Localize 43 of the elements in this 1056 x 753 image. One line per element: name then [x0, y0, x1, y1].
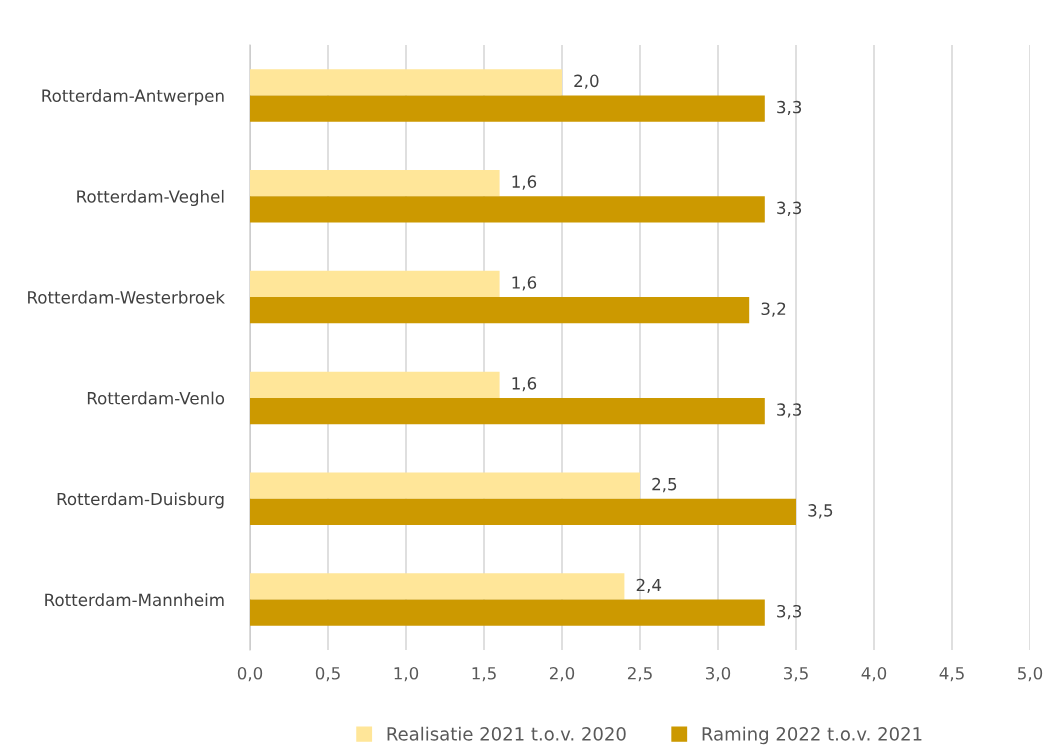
x-tick-label: 2,5 — [627, 666, 652, 682]
data-label: 3,2 — [761, 302, 786, 317]
x-tick-label: 0,5 — [315, 666, 340, 682]
bar — [250, 599, 765, 626]
data-label: 1,6 — [512, 175, 537, 190]
data-label: 1,6 — [512, 377, 537, 392]
y-tick-label: Rotterdam-Mannheim — [45, 593, 224, 607]
x-tick-label: 0,0 — [237, 666, 263, 682]
x-tick-label: 5,0 — [1018, 666, 1043, 682]
x-tick-label: 1,5 — [472, 667, 496, 682]
x-tick-label: 2,0 — [549, 666, 575, 682]
data-label: 1,6 — [512, 276, 537, 291]
y-tick-label: Rotterdam-Venlo — [87, 391, 225, 405]
bar — [250, 472, 640, 499]
data-label: 2,0 — [574, 74, 599, 89]
bar — [250, 69, 562, 96]
x-tick-label: 3,5 — [784, 666, 808, 682]
bar — [250, 170, 500, 197]
y-tick-label: Rotterdam-Westerbroek — [28, 290, 225, 304]
y-tick-label: Rotterdam-Duisburg — [57, 492, 224, 509]
y-tick-label: Rotterdam-Antwerpen — [42, 89, 224, 106]
legend-label: Raming 2022 t.o.v. 2021 — [702, 726, 922, 745]
bar — [250, 498, 796, 525]
data-label: 3,3 — [777, 403, 802, 418]
bar — [250, 95, 765, 122]
x-tick-label: 4,5 — [939, 667, 964, 682]
bar — [250, 573, 625, 600]
x-tick-label: 1,0 — [394, 666, 419, 682]
data-label: 3,3 — [777, 604, 802, 620]
data-label: 2,5 — [652, 477, 677, 493]
x-tick-label: 3,0 — [706, 666, 731, 682]
data-label: 3,5 — [808, 504, 833, 519]
legend-label: Realisatie 2021 t.o.v. 2020 — [387, 726, 626, 741]
bar — [250, 196, 765, 223]
bar — [250, 270, 500, 298]
bar — [250, 371, 500, 398]
bar — [250, 297, 750, 324]
data-label: 2,4 — [636, 578, 662, 594]
data-label: 3,3 — [777, 201, 802, 216]
bar — [250, 397, 765, 425]
y-tick-label: Rotterdam-Veghel — [77, 189, 224, 207]
x-tick-label: 4,0 — [861, 666, 887, 682]
data-label: 3,3 — [777, 100, 802, 116]
